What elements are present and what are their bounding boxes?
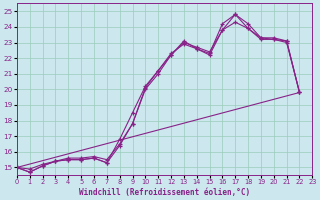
X-axis label: Windchill (Refroidissement éolien,°C): Windchill (Refroidissement éolien,°C) — [79, 188, 250, 197]
